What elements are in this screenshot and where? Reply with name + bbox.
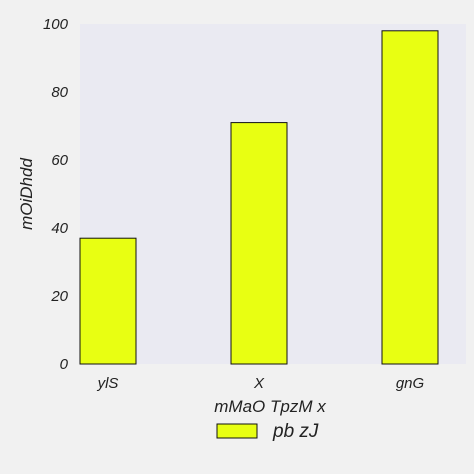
legend-label: pb zJ bbox=[272, 421, 319, 442]
x-axis-label: mMaO TpzM x bbox=[214, 397, 326, 416]
x-tick-label: gnG bbox=[396, 375, 425, 392]
legend: pb zJ bbox=[216, 421, 319, 442]
legend-swatch bbox=[216, 423, 258, 439]
bar-X bbox=[230, 122, 288, 365]
y-axis-label: mOiDhdd bbox=[17, 158, 36, 230]
x-tick-label: X bbox=[253, 375, 265, 392]
y-tick-label: 0 bbox=[60, 356, 69, 373]
x-tick-label: ylS bbox=[97, 375, 119, 392]
y-tick-label: 20 bbox=[50, 288, 68, 305]
bar-ylS bbox=[79, 237, 137, 365]
bar-gnG bbox=[381, 30, 439, 365]
bars-group bbox=[79, 30, 439, 365]
y-tick-label: 80 bbox=[51, 84, 68, 101]
y-tick-label: 60 bbox=[51, 152, 68, 169]
y-tick-label: 40 bbox=[51, 220, 68, 237]
y-tick-labels: 0 20 40 60 80 100 bbox=[43, 16, 69, 373]
y-tick-label: 100 bbox=[43, 16, 69, 33]
